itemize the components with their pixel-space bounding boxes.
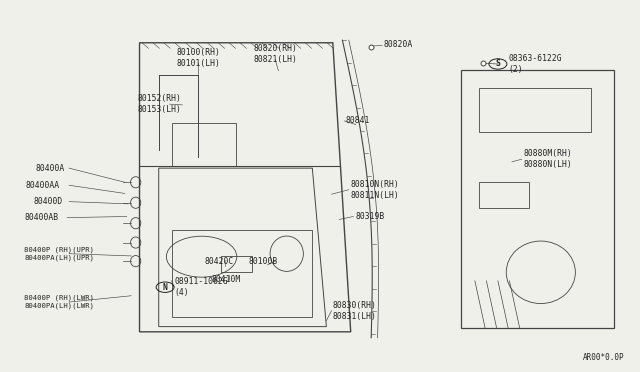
Text: 80100B: 80100B xyxy=(248,257,278,266)
Text: 80400AA: 80400AA xyxy=(26,181,60,190)
Text: 80841: 80841 xyxy=(346,116,370,125)
Text: 80830(RH)
80831(LH): 80830(RH) 80831(LH) xyxy=(333,301,377,321)
Text: 80400D: 80400D xyxy=(33,197,63,206)
Text: 80319B: 80319B xyxy=(355,212,385,221)
Text: N: N xyxy=(163,283,168,292)
Text: S: S xyxy=(495,60,500,68)
Text: 80820(RH)
80821(LH): 80820(RH) 80821(LH) xyxy=(253,44,297,64)
Text: 80820A: 80820A xyxy=(384,40,413,49)
Text: 80152(RH)
80153(LH): 80152(RH) 80153(LH) xyxy=(138,94,182,114)
Text: 80410M: 80410M xyxy=(211,275,241,284)
Text: 80400AB: 80400AB xyxy=(24,213,58,222)
Text: 80400A: 80400A xyxy=(35,164,65,173)
Text: 08363-6122G
(2): 08363-6122G (2) xyxy=(509,54,563,74)
Text: 80100(RH)
80101(LH): 80100(RH) 80101(LH) xyxy=(177,48,220,68)
Text: 80400P (RH)(UPR)
80400PA(LH)(UPR): 80400P (RH)(UPR) 80400PA(LH)(UPR) xyxy=(24,247,94,261)
Text: 80400P (RH)(LWR)
80400PA(LH)(LWR): 80400P (RH)(LWR) 80400PA(LH)(LWR) xyxy=(24,295,94,309)
Text: 80420C: 80420C xyxy=(205,257,234,266)
Text: 80880M(RH)
80880N(LH): 80880M(RH) 80880N(LH) xyxy=(524,149,572,169)
Text: 08911-1062G
(4): 08911-1062G (4) xyxy=(174,277,228,297)
Text: 80810N(RH)
80811N(LH): 80810N(RH) 80811N(LH) xyxy=(351,180,399,200)
Text: AR00*0.0P: AR00*0.0P xyxy=(582,353,624,362)
